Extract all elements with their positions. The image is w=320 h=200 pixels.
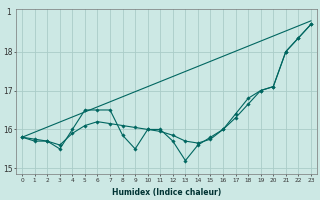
X-axis label: Humidex (Indice chaleur): Humidex (Indice chaleur) xyxy=(112,188,221,197)
Text: 1: 1 xyxy=(6,8,11,17)
